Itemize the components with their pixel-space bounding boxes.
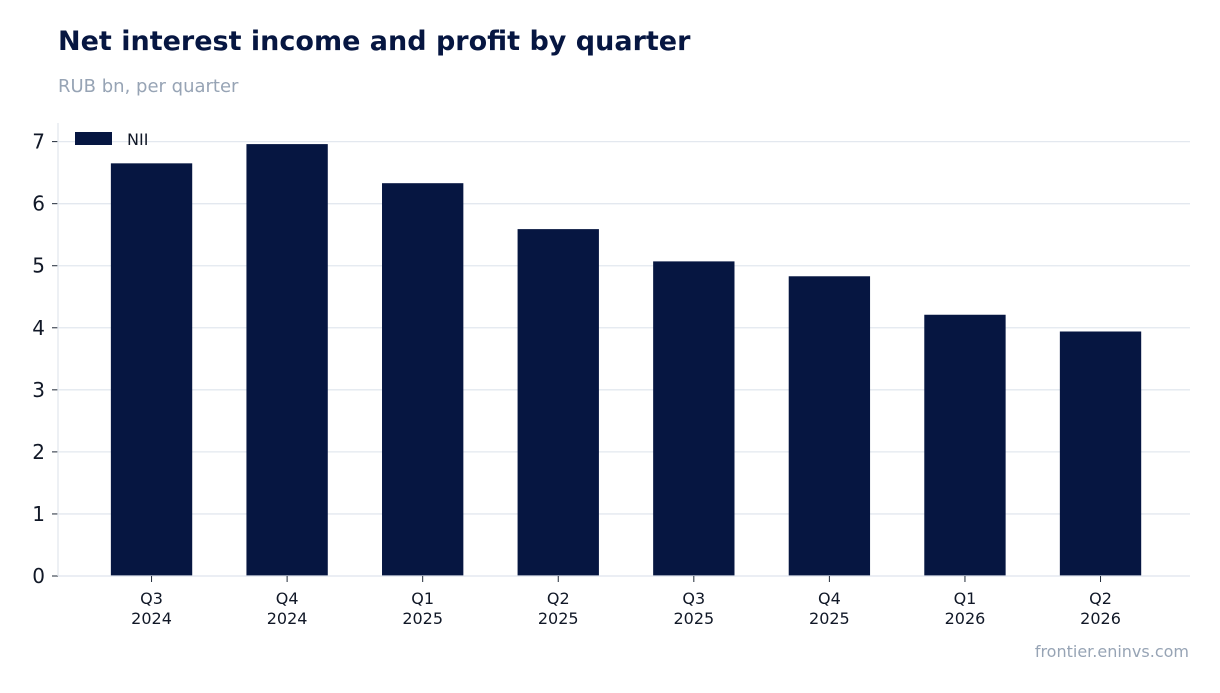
bars xyxy=(111,144,1141,576)
bar xyxy=(111,163,192,576)
source-note: frontier.eninvs.com xyxy=(1035,642,1189,661)
x-tick-label: Q4 2025 xyxy=(809,589,850,628)
y-tick-label: 7 xyxy=(32,130,45,154)
x-tick-label: Q3 2024 xyxy=(131,589,172,628)
x-tick-label: Q2 2025 xyxy=(538,589,579,628)
legend: NII xyxy=(75,130,148,149)
y-tick-label: 1 xyxy=(32,502,45,526)
y-tick-label: 4 xyxy=(32,316,45,340)
x-tick-label: Q1 2025 xyxy=(402,589,443,628)
x-tick-label: Q2 2026 xyxy=(1080,589,1121,628)
legend-swatch xyxy=(75,132,112,145)
y-tick-label: 3 xyxy=(32,378,45,402)
x-axis: Q3 2024 Q4 2024 Q1 2025 Q2 2025 Q3 2025 Q4 2025 Q1 20… xyxy=(58,576,1190,628)
bar xyxy=(1060,332,1141,576)
bar xyxy=(382,183,463,576)
y-tick-label: 6 xyxy=(32,192,45,216)
y-tick-label: 0 xyxy=(32,564,45,588)
y-tick-label: 5 xyxy=(32,254,45,278)
x-tick-label: Q4 2024 xyxy=(267,589,308,628)
y-axis: 0 1 2 3 4 5 6 7 xyxy=(32,123,58,588)
bar xyxy=(924,315,1005,576)
bar xyxy=(246,144,327,576)
legend-label: NII xyxy=(127,130,148,149)
bar xyxy=(518,229,599,576)
bar xyxy=(653,261,734,576)
gridlines xyxy=(58,142,1190,576)
x-tick-label: Q1 2026 xyxy=(945,589,986,628)
y-tick-label: 2 xyxy=(32,440,45,464)
x-tick-label: Q3 2025 xyxy=(673,589,714,628)
bar xyxy=(789,276,870,576)
